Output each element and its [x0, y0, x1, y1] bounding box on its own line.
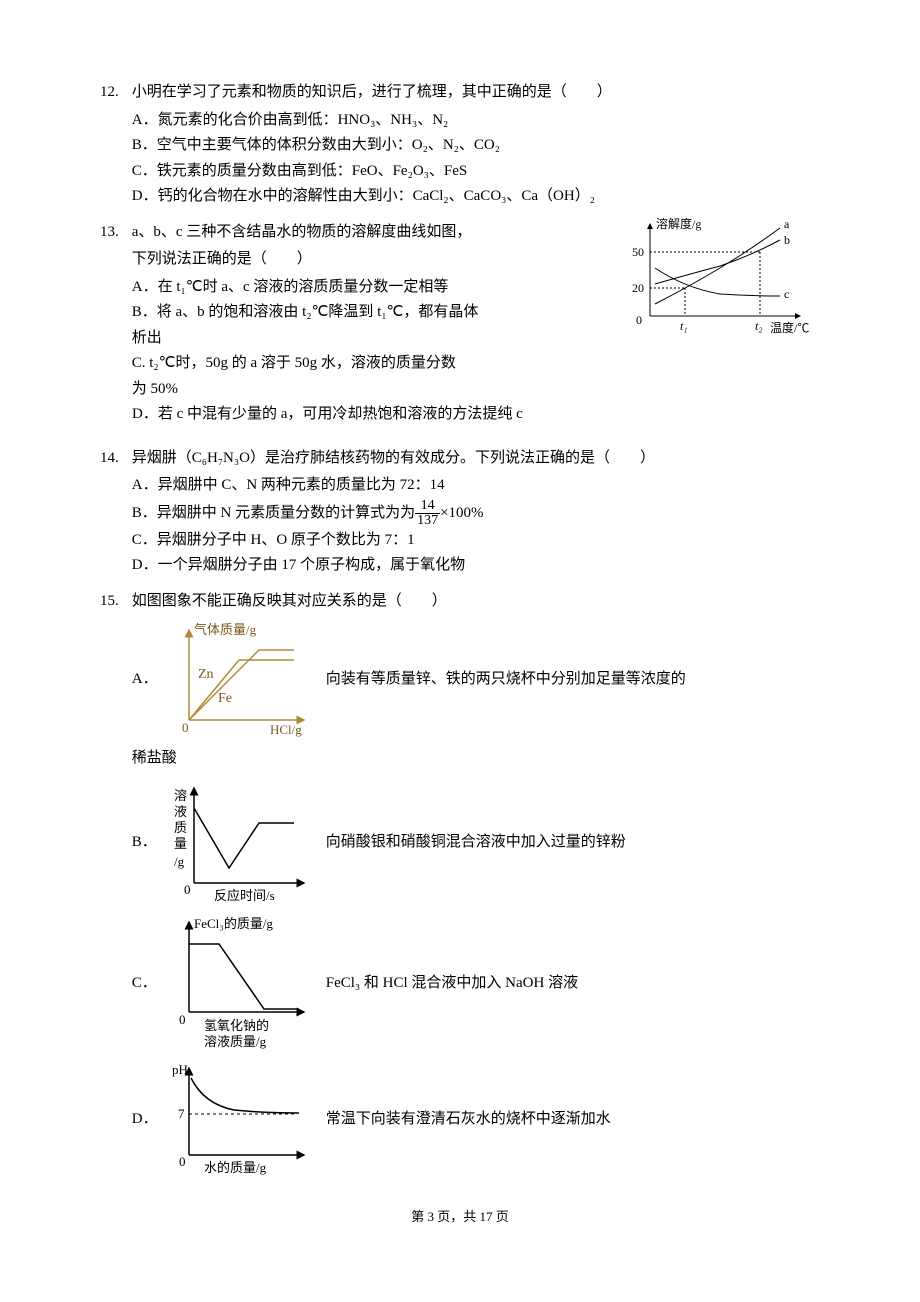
chart-b-xlabel: 反应时间/s [214, 888, 275, 903]
question-12: 12. 小明在学习了元素和物质的知识后，进行了梳理，其中正确的是（ ） A．氮元… [100, 80, 820, 210]
xtick-t2: t₂ [755, 319, 763, 333]
q14-body: 异烟肼（C₆H₇N₃O）是治疗肺结核药物的有效成分。下列说法正确的是（ ） A．… [132, 446, 820, 579]
chart-b-y1: 溶 [174, 788, 187, 803]
question-13: 13. a、b、c 三种不含结晶水的物质的溶解度曲线如图， 下列说法正确的是（ … [100, 220, 820, 428]
q13-option-b-2: 析出 [132, 326, 602, 352]
chart-b-y5: /g [174, 854, 185, 869]
q14-b-num: 14 [415, 499, 440, 514]
foot-mid: 页，共 [434, 1209, 480, 1224]
q12-body: 小明在学习了元素和物质的知识后，进行了梳理，其中正确的是（ ） A．氮元素的化合… [132, 80, 820, 210]
chart-b-y2: 液 [174, 804, 187, 819]
q15-stem: 如图图象不能正确反映其对应关系的是（ ） [132, 589, 820, 615]
chart-a-xlabel: HCl/g [270, 722, 302, 737]
q14-stem: 异烟肼（C₆H₇N₃O）是治疗肺结核药物的有效成分。下列说法正确的是（ ） [132, 446, 820, 472]
q15-a-caption-2: 稀盐酸 [132, 746, 820, 772]
q13-stem-2: 下列说法正确的是（ ） [132, 247, 602, 273]
curve-a [655, 228, 780, 304]
chart-d-xlabel: 水的质量/g [204, 1160, 267, 1175]
q12-number: 12. [100, 80, 128, 106]
q15-d-caption: 常温下向装有澄清石灰水的烧杯中逐渐加水 [326, 1107, 820, 1133]
chart-a: 气体质量/g HCl/g 0 Zn Fe [164, 620, 314, 740]
q15-a-label: A． [132, 667, 156, 693]
chart-b: 溶 液 质 量 /g 反应时间/s 0 [164, 778, 314, 908]
chart-d-ytick: 7 [178, 1106, 185, 1121]
q15-b-label: B． [132, 830, 156, 856]
chart-a-zn: Zn [198, 667, 214, 682]
solubility-chart: 溶解度/g 温度/℃ 0 50 20 a b c t₁ t₂ [620, 216, 830, 356]
q12-stem: 小明在学习了元素和物质的知识后，进行了梳理，其中正确的是（ ） [132, 80, 820, 106]
curve-label-a: a [784, 217, 790, 231]
q15-option-a-block: A． 气体质量/g HCl/g 0 Zn [132, 620, 820, 740]
chart-a-origin: 0 [182, 720, 189, 735]
q13-number: 13. [100, 220, 128, 246]
q15-option-d-block: D． pH 7 水的质量/g 0 常温下向装有澄清石灰 [132, 1060, 820, 1180]
chart-c-xlabel-1: 氢氧化钠的 [204, 1018, 269, 1033]
q12-option-b: B．空气中主要气体的体积分数由大到小：O₂、N₂、CO₂ [132, 133, 820, 159]
chart-b-origin: 0 [184, 882, 191, 897]
curve-c [655, 268, 780, 296]
xtick-t1: t₁ [680, 319, 688, 333]
q13-body: a、b、c 三种不含结晶水的物质的溶解度曲线如图， 下列说法正确的是（ ） A．… [132, 220, 602, 403]
curve-b [655, 240, 780, 284]
page-container: 12. 小明在学习了元素和物质的知识后，进行了梳理，其中正确的是（ ） A．氮元… [0, 0, 920, 1268]
curve-label-c: c [784, 287, 789, 301]
q14-b-post: ×100% [440, 504, 483, 520]
q15-option-c-block: C． FeCl₃的质量/g 氢氧化钠的 溶液质量/g 0 FeCl₃ 和 H [132, 914, 820, 1054]
q15-c-caption: FeCl₃ 和 HCl 混合液中加入 NaOH 溶液 [326, 971, 820, 997]
chart-a-fe: Fe [218, 691, 232, 706]
chart-d: pH 7 水的质量/g 0 [164, 1060, 314, 1180]
chart-c-origin: 0 [179, 1012, 186, 1027]
chart-a-ylabel: 气体质量/g [194, 622, 257, 637]
page-footer: 第 3 页，共 17 页 [100, 1206, 820, 1228]
question-15: 15. 如图图象不能正确反映其对应关系的是（ ） A． 气体质量/g HCl/g [100, 589, 820, 1186]
chart-xlabel: 温度/℃ [770, 320, 809, 335]
chart-c-xlabel-2: 溶液质量/g [204, 1034, 267, 1049]
chart-origin: 0 [636, 313, 642, 327]
chart-ylabel: 溶解度/g [656, 216, 701, 231]
q14-option-c: C．异烟肼分子中 H、O 原子个数比为 7：1 [132, 528, 820, 554]
q13-option-c-2: 为 50% [132, 377, 602, 403]
q12-option-d: D．钙的化合物在水中的溶解性由大到小：CaCl₂、CaCO₃、Ca（OH）₂ [132, 184, 820, 210]
q13-stem-1: a、b、c 三种不含结晶水的物质的溶解度曲线如图， [132, 220, 602, 246]
chart-d-ylabel: pH [172, 1062, 188, 1077]
q15-c-label: C． [132, 971, 156, 997]
q12-option-a: A．氮元素的化合价由高到低：HNO₃、NH₃、N₂ [132, 108, 820, 134]
q13-option-d: D．若 c 中混有少量的 a，可用冷却热饱和溶液的方法提纯 c [132, 402, 820, 428]
q13-option-a: A．在 t₁℃时 a、c 溶液的溶质质量分数一定相等 [132, 275, 602, 301]
chart-b-y4: 量 [174, 836, 187, 851]
chart-d-origin: 0 [179, 1154, 186, 1169]
q13-option-b-1: B．将 a、b 的饱和溶液由 t₂℃降温到 t₁℃，都有晶体 [132, 300, 602, 326]
q15-b-caption: 向硝酸银和硝酸铜混合溶液中加入过量的锌粉 [326, 830, 820, 856]
q12-option-c: C．铁元素的质量分数由高到低：FeO、Fe₂O₃、FeS [132, 159, 820, 185]
fraction-icon: 14137 [415, 499, 440, 528]
q14-number: 14. [100, 446, 128, 472]
curve-label-b: b [784, 233, 790, 247]
q15-option-b-block: B． 溶 液 质 量 /g 反应时间/s 0 [132, 778, 820, 908]
q15-d-label: D． [132, 1107, 156, 1133]
q15-a-caption-1: 向装有等质量锌、铁的两只烧杯中分别加足量等浓度的 [326, 667, 820, 693]
q14-option-b: B．异烟肼中 N 元素质量分数的计算式为为14137×100% [132, 499, 820, 528]
q14-option-a: A．异烟肼中 C、N 两种元素的质量比为 72：14 [132, 473, 820, 499]
foot-suffix: 页 [493, 1209, 509, 1224]
chart-ytick-20: 20 [632, 281, 644, 295]
chart-c-ylabel: FeCl₃的质量/g [194, 916, 273, 931]
chart-c: FeCl₃的质量/g 氢氧化钠的 溶液质量/g 0 [164, 914, 314, 1054]
foot-prefix: 第 [411, 1209, 427, 1224]
foot-total: 17 [480, 1209, 493, 1224]
q15-number: 15. [100, 589, 128, 615]
q14-b-den: 137 [415, 514, 440, 528]
question-14: 14. 异烟肼（C₆H₇N₃O）是治疗肺结核药物的有效成分。下列说法正确的是（ … [100, 446, 820, 579]
chart-b-y3: 质 [174, 820, 187, 835]
chart-ytick-50: 50 [632, 245, 644, 259]
q14-option-d: D．一个异烟肼分子由 17 个原子构成，属于氧化物 [132, 553, 820, 579]
q15-body: 如图图象不能正确反映其对应关系的是（ ） A． 气体质量/g HCl/g 0 [132, 589, 820, 1186]
q13-option-c-1: C. t₂℃时，50g 的 a 溶于 50g 水，溶液的质量分数 [132, 351, 602, 377]
q14-b-pre: B．异烟肼中 N 元素质量分数的计算式为为 [132, 504, 415, 520]
